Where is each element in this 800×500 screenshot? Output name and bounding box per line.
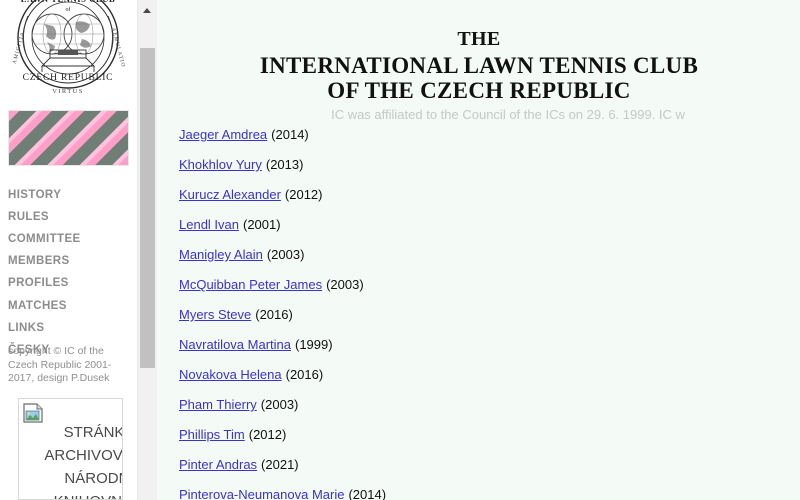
sidebar-item-cesky[interactable]: ČESKY bbox=[8, 343, 50, 356]
member-year: (2001) bbox=[243, 217, 281, 232]
archive-line-4: KNIHOVNOU bbox=[19, 490, 122, 499]
member-year: (1999) bbox=[295, 337, 333, 352]
sidebar-item-matches[interactable]: MATCHES bbox=[8, 299, 67, 312]
archive-line-1: STRÁNKY bbox=[63, 424, 122, 441]
list-item: Pinter Andras (2021) bbox=[179, 450, 779, 480]
member-link[interactable]: Lendl Ivan bbox=[179, 217, 239, 232]
list-item: Myers Steve (2016) bbox=[179, 300, 779, 330]
member-link[interactable]: Phillips Tim bbox=[179, 427, 245, 442]
member-link[interactable]: Pinterova-Neumanova Marie bbox=[179, 487, 345, 500]
member-list: Jaeger Amdrea (2014) Khokhlov Yury (2013) … bbox=[179, 120, 779, 500]
member-link[interactable]: Khokhlov Yury bbox=[179, 157, 262, 172]
member-link[interactable]: Manigley Alain bbox=[179, 247, 263, 262]
main-content: THE INTERNATIONAL LAWN TENNIS CLUB OF TH… bbox=[158, 0, 800, 500]
member-year: (2012) bbox=[284, 187, 323, 202]
list-item: Pham Thierry (2003) bbox=[179, 390, 779, 420]
vertical-scrollbar[interactable] bbox=[137, 0, 157, 500]
sidebar-nav: HISTORY RULES COMMITTEE MEMBERS PROFILES… bbox=[8, 184, 133, 362]
list-item: Phillips Tim (2012) bbox=[179, 420, 779, 450]
svg-text:VIRTUS: VIRTUS bbox=[52, 88, 83, 95]
member-year: (2014) bbox=[348, 487, 387, 500]
list-item: Manigley Alain (2003) bbox=[179, 240, 779, 270]
list-item: Navratilova Martina (1999) bbox=[179, 330, 779, 360]
affiliation-note: IC was affiliated to the Council of the … bbox=[331, 107, 685, 122]
sidebar-item-rules[interactable]: RULES bbox=[8, 210, 49, 223]
list-item: Jaeger Amdrea (2014) bbox=[179, 120, 779, 150]
member-year: (2003) bbox=[260, 397, 299, 412]
page-title-line-3: OF THE CZECH REPUBLIC bbox=[327, 78, 631, 104]
list-item: Kurucz Alexander (2012) bbox=[179, 180, 779, 210]
archive-badge-broken-image[interactable]: STRÁNKY ARCHIVOVÁNY NÁRODNÍ KNIHOVNOU bbox=[18, 398, 123, 500]
member-link[interactable]: Pinter Andras bbox=[179, 457, 258, 472]
member-link[interactable]: Novakova Helena bbox=[179, 367, 282, 382]
member-link[interactable]: Navratilova Martina bbox=[179, 337, 291, 352]
member-year: (2003) bbox=[266, 247, 305, 262]
member-year: (2014) bbox=[271, 127, 309, 142]
svg-text:of: of bbox=[66, 6, 71, 13]
sidebar: LAWN TENNIS CLUB of CZECH REPUBLIC VIRTU… bbox=[0, 0, 137, 500]
svg-text:CZECH REPUBLIC: CZECH REPUBLIC bbox=[23, 73, 114, 83]
page-title-line-1: THE bbox=[457, 28, 501, 51]
list-item: Novakova Helena (2016) bbox=[179, 360, 779, 390]
list-item: McQuibban Peter James (2003) bbox=[179, 270, 779, 300]
sidebar-item-profiles[interactable]: PROFILES bbox=[8, 277, 69, 290]
broken-image-icon bbox=[23, 402, 43, 423]
archive-badge-alt-text: STRÁNKY ARCHIVOVÁNY NÁRODNÍ KNIHOVNOU bbox=[19, 421, 123, 499]
member-link[interactable]: Kurucz Alexander bbox=[179, 187, 281, 202]
member-link[interactable]: Myers Steve bbox=[179, 307, 252, 322]
scroll-up-arrow-icon[interactable] bbox=[138, 0, 157, 19]
list-item: Lendl Ivan (2001) bbox=[179, 210, 779, 240]
member-year: (2012) bbox=[248, 427, 287, 442]
copyright-text: copyright © IC of the Czech Republic 200… bbox=[8, 345, 112, 384]
member-year: (2003) bbox=[326, 277, 364, 292]
archive-line-2: ARCHIVOVÁNY bbox=[44, 447, 123, 464]
member-year: (2016) bbox=[285, 367, 324, 382]
page-title-line-2: INTERNATIONAL LAWN TENNIS CLUB bbox=[259, 52, 699, 78]
member-link[interactable]: Pham Thierry bbox=[179, 397, 257, 412]
member-link[interactable]: McQuibban Peter James bbox=[179, 277, 323, 292]
sidebar-item-links[interactable]: LINKS bbox=[8, 321, 45, 334]
member-link[interactable]: Jaeger Amdrea bbox=[179, 127, 268, 142]
sidebar-item-committee[interactable]: COMMITTEE bbox=[8, 232, 81, 245]
list-item: Khokhlov Yury (2013) bbox=[179, 150, 779, 180]
sidebar-item-history[interactable]: HISTORY bbox=[8, 188, 62, 201]
striped-banner-image bbox=[8, 110, 129, 166]
member-year: (2016) bbox=[255, 307, 293, 322]
sidebar-item-members[interactable]: MEMBERS bbox=[8, 255, 70, 268]
archive-line-3: NÁRODNÍ bbox=[64, 470, 122, 487]
page-title: THE INTERNATIONAL LAWN TENNIS CLUB OF TH… bbox=[158, 27, 800, 104]
club-emblem-logo[interactable]: LAWN TENNIS CLUB of CZECH REPUBLIC VIRTU… bbox=[2, 0, 134, 98]
list-item: Pinterova-Neumanova Marie (2014) bbox=[179, 480, 779, 500]
svg-text:LAWN TENNIS CLUB: LAWN TENNIS CLUB bbox=[21, 0, 115, 4]
member-year: (2021) bbox=[261, 457, 299, 472]
scrollbar-thumb[interactable] bbox=[140, 48, 155, 368]
member-year: (2013) bbox=[265, 157, 304, 172]
